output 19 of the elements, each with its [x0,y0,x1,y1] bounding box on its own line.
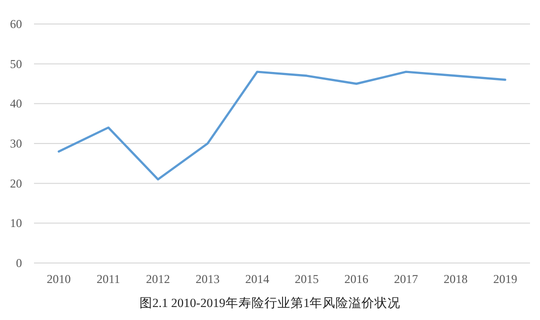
x-tick-label: 2018 [444,272,468,286]
x-tick-label: 2010 [46,272,71,286]
x-tick-label: 2016 [344,272,368,286]
x-tick-label: 2019 [493,272,518,286]
x-tick-label: 2011 [96,272,120,286]
y-tick-label: 0 [16,256,22,270]
x-tick-label: 2014 [245,272,270,286]
x-tick-label: 2015 [294,272,319,286]
y-tick-label: 60 [10,17,22,31]
x-tick-label: 2013 [196,272,220,286]
y-tick-label: 10 [10,216,22,230]
y-tick-label: 50 [10,56,22,71]
line-series [58,70,506,180]
y-tick-label: 40 [10,96,22,111]
x-tick-label: 2012 [146,272,170,286]
y-tick-label: 30 [10,136,22,150]
text: 图2.1 2010-2019年寿险行业第1年风险溢价状况 [139,296,401,310]
y-tick-label: 20 [10,176,22,190]
x-tick-label: 2017 [394,272,418,286]
